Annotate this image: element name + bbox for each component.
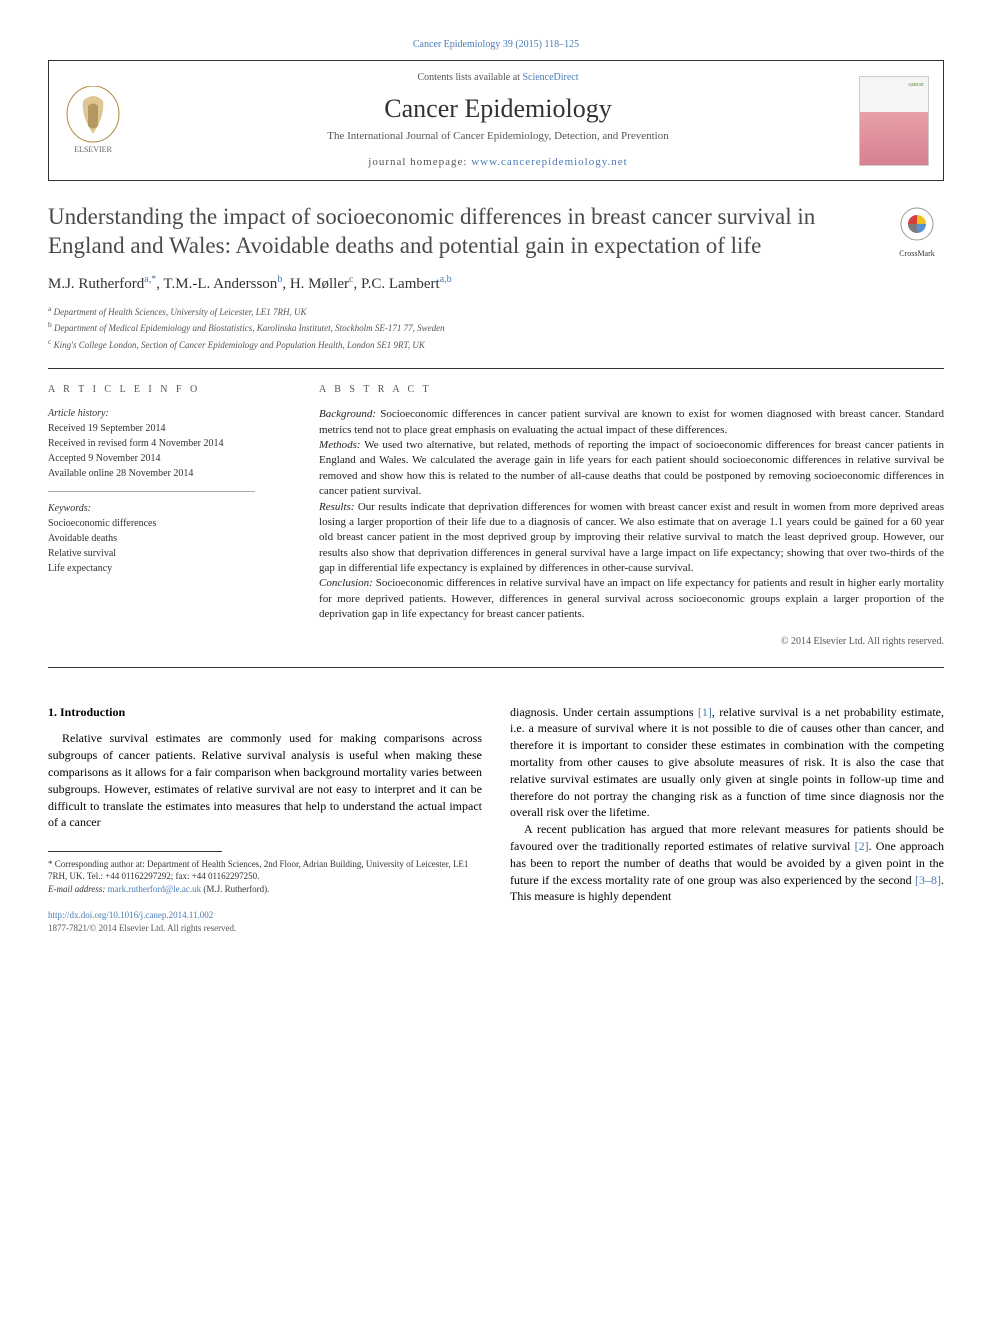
email-who: (M.J. Rutherford). [201, 884, 269, 894]
aff-b-sup: b [48, 320, 52, 329]
affiliations: a Department of Health Sciences, Univers… [48, 303, 944, 353]
journal-subtitle: The International Journal of Cancer Epid… [137, 129, 859, 144]
abs-re-label: Results: [319, 501, 354, 513]
ref-2[interactable]: [2] [855, 839, 869, 853]
abstract-head: A B S T R A C T [319, 383, 944, 397]
keyword-3: Relative survival [48, 547, 291, 561]
history-revised: Received in revised form 4 November 2014 [48, 437, 291, 451]
abstract-copyright: © 2014 Elsevier Ltd. All rights reserved… [319, 635, 944, 649]
section-1-p1: Relative survival estimates are commonly… [48, 730, 482, 831]
aff-c-sup: c [48, 337, 51, 346]
abs-re: Our results indicate that deprivation di… [319, 501, 944, 575]
author-3: , H. Møller [282, 276, 349, 292]
citation: Cancer Epidemiology 39 (2015) 118–125 [48, 38, 944, 52]
author-2: , T.M.-L. Andersson [156, 276, 277, 292]
crossmark-label: CrossMark [890, 248, 944, 259]
aff-a: Department of Health Sciences, Universit… [54, 307, 307, 317]
email-footnote: E-mail address: mark.rutherford@le.ac.uk… [48, 883, 482, 895]
abs-me: We used two alternative, but related, me… [319, 439, 944, 497]
info-divider [48, 491, 255, 492]
sciencedirect-link[interactable]: ScienceDirect [522, 72, 578, 83]
homepage-link[interactable]: www.cancerepidemiology.net [471, 156, 628, 168]
journal-name: Cancer Epidemiology [137, 91, 859, 127]
email-label: E-mail address: [48, 884, 105, 894]
author-1: M.J. Rutherford [48, 276, 144, 292]
abs-bg: Socioeconomic differences in cancer pati… [319, 408, 944, 435]
aff-c: King's College London, Section of Cancer… [54, 340, 425, 350]
abs-bg-label: Background: [319, 408, 376, 420]
section-1-p2b: , relative survival is a net probability… [510, 705, 944, 820]
author-4-aff: a,b [440, 274, 452, 285]
abs-me-label: Methods: [319, 439, 361, 451]
section-1-p2a: diagnosis. Under certain assumptions [510, 705, 698, 719]
keywords-label: Keywords: [48, 502, 291, 516]
email-link[interactable]: mark.rutherford@le.ac.uk [108, 884, 202, 894]
doi-link[interactable]: http://dx.doi.org/10.1016/j.canep.2014.1… [48, 909, 482, 922]
keyword-2: Avoidable deaths [48, 532, 291, 546]
aff-b: Department of Medical Epidemiology and B… [54, 323, 445, 333]
column-left: 1. Introduction Relative survival estima… [48, 704, 482, 935]
abs-co-label: Conclusion: [319, 577, 373, 589]
crossmark-icon [900, 207, 934, 241]
elsevier-logo: ELSEVIER [63, 86, 123, 156]
abs-co: Socioeconomic differences in relative su… [319, 577, 944, 620]
homepage-label: journal homepage: [368, 156, 467, 168]
contents-label: Contents lists available at [417, 72, 519, 83]
author-4: , P.C. Lambert [353, 276, 439, 292]
history-accepted: Accepted 9 November 2014 [48, 452, 291, 466]
journal-header: ELSEVIER Contents lists available at Sci… [48, 60, 944, 181]
authors: M.J. Rutherforda,*, T.M.-L. Anderssonb, … [48, 273, 944, 295]
section-1-head: 1. Introduction [48, 704, 482, 721]
history-online: Available online 28 November 2014 [48, 467, 291, 481]
history-label: Article history: [48, 407, 291, 421]
crossmark-badge[interactable]: CrossMark [890, 207, 944, 259]
column-right: diagnosis. Under certain assumptions [1]… [510, 704, 944, 935]
article-title: Understanding the impact of socioeconomi… [48, 203, 870, 261]
footnote-divider [48, 851, 222, 852]
svg-text:ELSEVIER: ELSEVIER [74, 145, 112, 154]
ref-1[interactable]: [1] [698, 705, 712, 719]
contents-line: Contents lists available at ScienceDirec… [137, 71, 859, 85]
article-info: A R T I C L E I N F O Article history: R… [48, 383, 291, 648]
body-columns: 1. Introduction Relative survival estima… [48, 704, 944, 935]
ref-3-8[interactable]: [3–8] [915, 873, 941, 887]
article-info-head: A R T I C L E I N F O [48, 383, 291, 397]
abstract: A B S T R A C T Background: Socioeconomi… [319, 383, 944, 648]
issn-line: 1877-7821/© 2014 Elsevier Ltd. All right… [48, 922, 482, 935]
history-received: Received 19 September 2014 [48, 422, 291, 436]
keyword-4: Life expectancy [48, 562, 291, 576]
corresponding-footnote: * Corresponding author at: Department of… [48, 858, 482, 882]
journal-homepage: journal homepage: www.cancerepidemiology… [137, 155, 859, 170]
keyword-1: Socioeconomic differences [48, 517, 291, 531]
journal-cover-thumb [859, 76, 929, 166]
aff-a-sup: a [48, 304, 51, 313]
